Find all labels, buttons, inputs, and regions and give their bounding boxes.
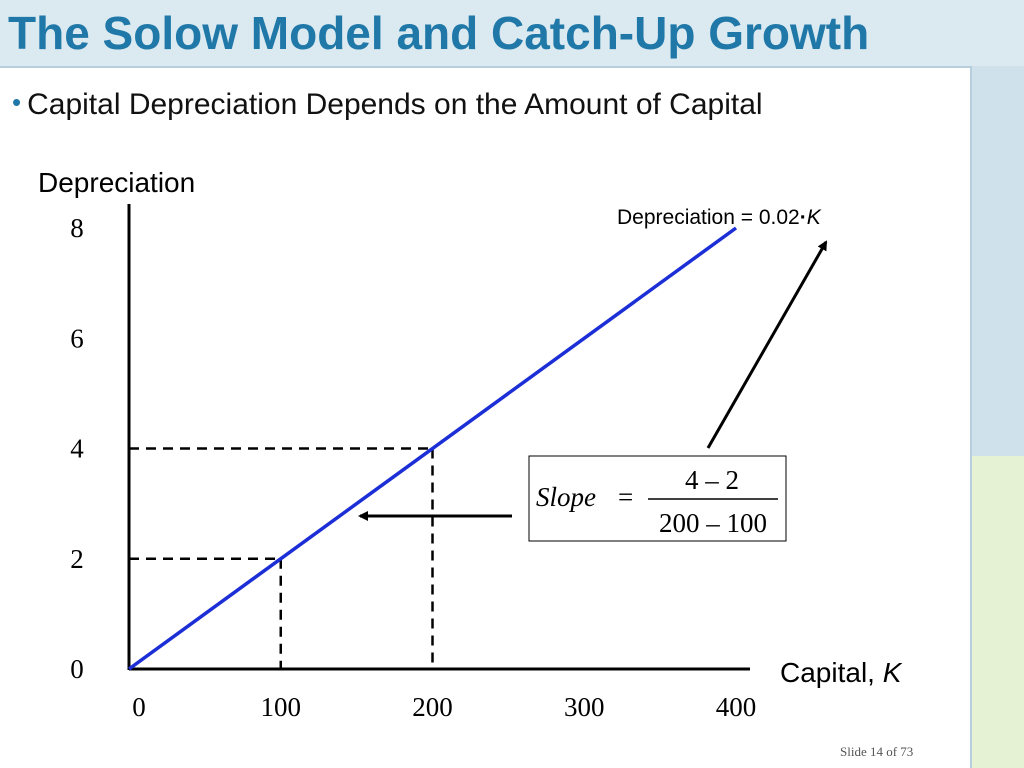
x-tick-label: 200 — [412, 692, 453, 722]
bullet-icon: • — [12, 87, 22, 117]
reference-lines — [129, 447, 434, 669]
equation-dot: · — [800, 206, 807, 229]
x-tick-labels: 0 100 200 300 400 — [132, 692, 756, 722]
y-tick-label: 8 — [70, 213, 84, 243]
slide-title: The Solow Model and Catch-Up Growth — [8, 7, 870, 59]
x-axis-label: Capital, K — [780, 657, 903, 688]
y-tick-label: 2 — [70, 544, 84, 574]
x-axis-label-var: K — [883, 657, 903, 688]
background-band-top — [972, 0, 1024, 456]
bullet-item: • Capital Depreciation Depends on the Amo… — [12, 87, 763, 122]
equation-var: K — [807, 206, 822, 229]
y-axis-label: Depreciation — [38, 167, 195, 198]
x-tick-label: 400 — [716, 692, 757, 722]
slide-number: Slide 14 of 73 — [840, 744, 914, 759]
y-tick-label: 4 — [70, 434, 84, 464]
equation-prefix: Depreciation = 0.02 — [617, 206, 800, 229]
slope-denominator: 200 – 100 — [659, 508, 767, 538]
background-band-bottom — [972, 456, 1024, 768]
slope-numerator: 4 – 2 — [685, 465, 739, 495]
equation-label: Depreciation = 0.02·K — [617, 206, 822, 229]
title-bar — [0, 0, 1024, 66]
x-tick-label: 300 — [564, 692, 605, 722]
y-tick-label: 6 — [70, 323, 84, 353]
series-lines — [127, 226, 738, 671]
depreciation-line — [127, 226, 738, 671]
y-tick-label: 0 — [70, 654, 84, 684]
equation-arrow — [706, 240, 828, 449]
x-axis-label-text: Capital, — [780, 657, 883, 688]
slope-label: Slope — [536, 482, 596, 512]
slope-equals: = — [618, 482, 633, 512]
y-tick-labels: 0 2 4 6 8 — [70, 213, 84, 684]
slide-content-area — [0, 66, 972, 768]
x-tick-label: 0 — [132, 692, 146, 722]
bullet-text: Capital Depreciation Depends on the Amou… — [27, 88, 763, 121]
x-tick-label: 100 — [261, 692, 302, 722]
